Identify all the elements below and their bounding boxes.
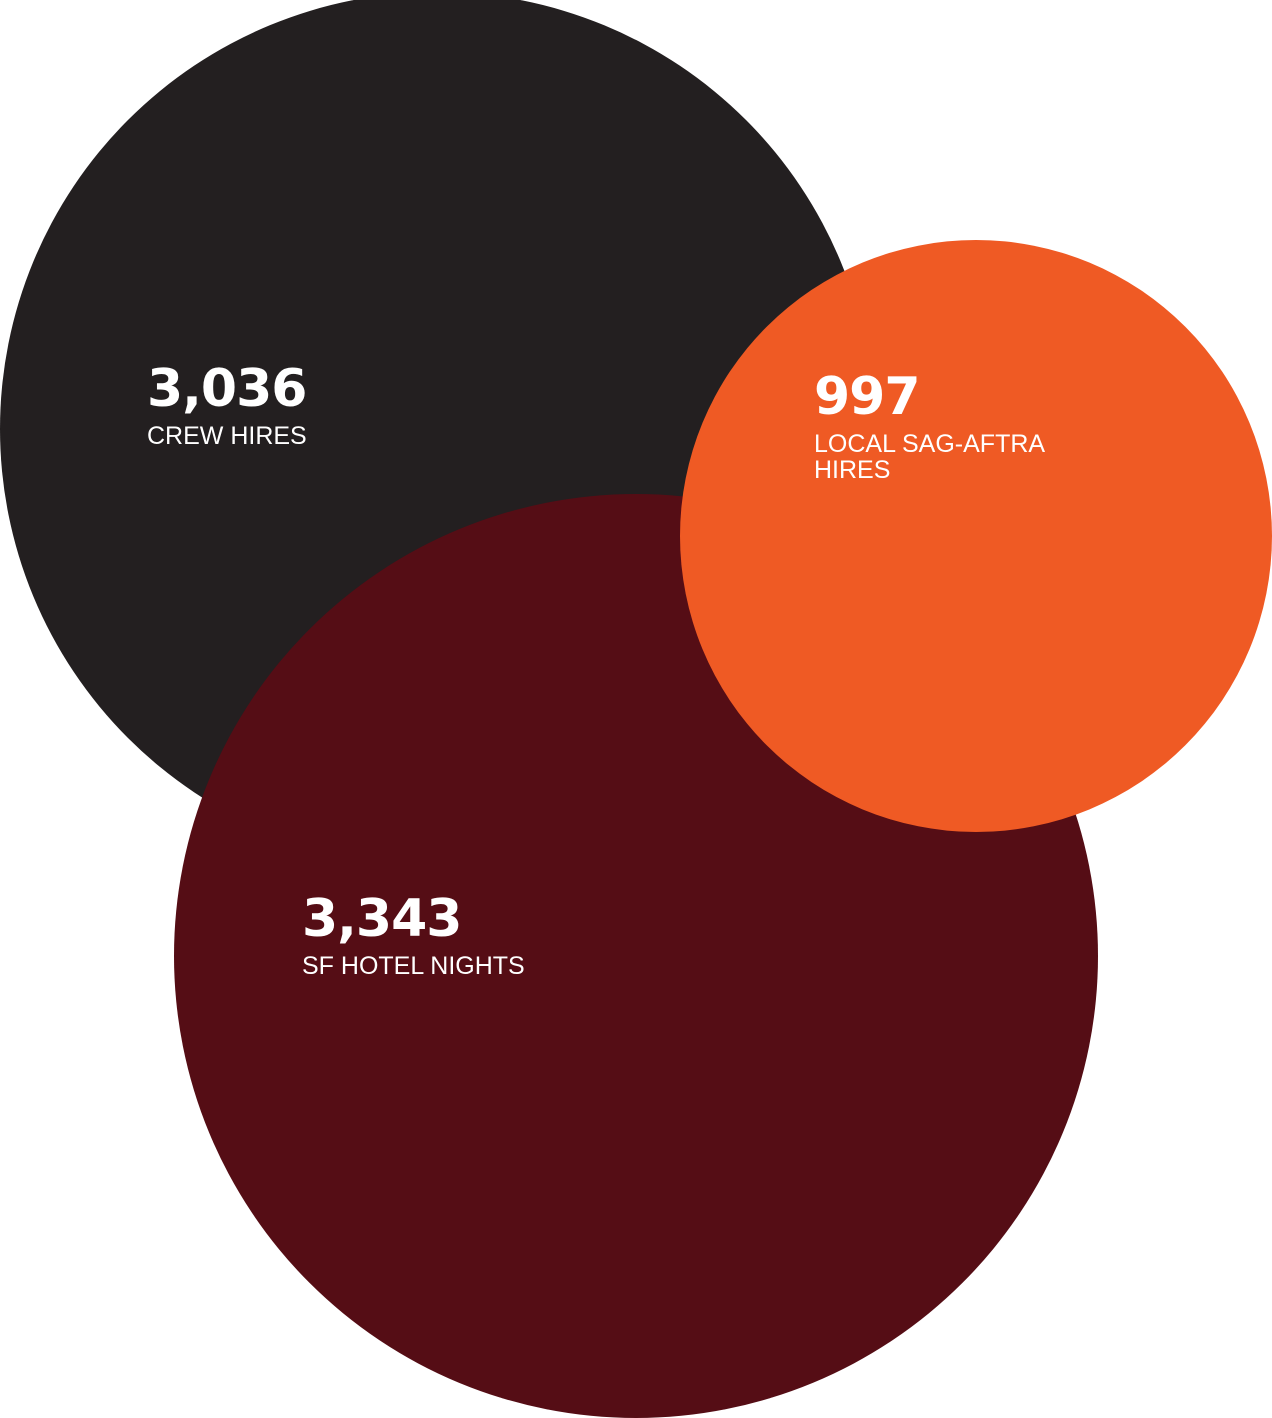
sag-aftra-hires-label: 997 LOCAL SAG-AFTRA HIRES	[814, 370, 1114, 483]
sag-aftra-hires-value: 997	[814, 367, 921, 427]
partial-heading-fragment	[0, 1392, 130, 1418]
hotel-nights-caption: SF HOTEL NIGHTS	[302, 951, 525, 980]
hotel-nights-label: 3,343 SF HOTEL NIGHTS	[302, 892, 525, 979]
bubble-local-sag-aftra-hires	[680, 240, 1272, 832]
sag-aftra-hires-caption: LOCAL SAG-AFTRA HIRES	[814, 429, 1044, 484]
hotel-nights-value: 3,343	[302, 889, 462, 949]
crew-hires-caption: CREW HIRES	[147, 421, 307, 450]
crew-hires-value: 3,036	[147, 359, 307, 419]
crew-hires-label: 3,036 CREW HIRES	[147, 362, 307, 449]
